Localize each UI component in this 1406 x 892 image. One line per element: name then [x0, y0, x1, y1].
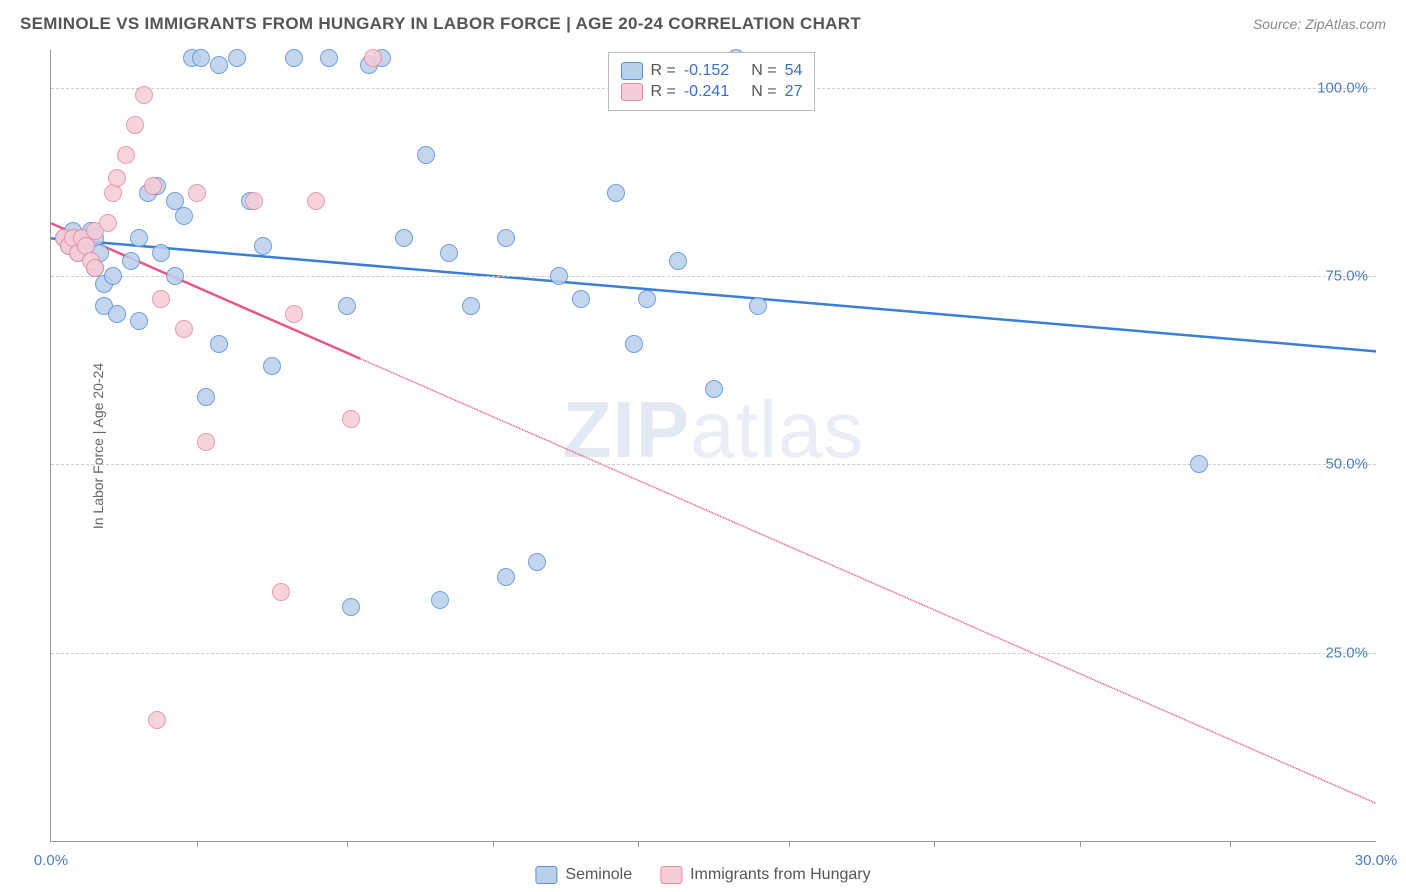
legend-swatch — [660, 866, 682, 884]
data-point — [126, 116, 144, 134]
y-tick-label: 50.0% — [1325, 456, 1368, 473]
data-point — [86, 259, 104, 277]
data-point — [130, 312, 148, 330]
data-point — [228, 49, 246, 67]
legend-label: Immigrants from Hungary — [690, 866, 871, 884]
data-point — [625, 335, 643, 353]
data-point — [462, 297, 480, 315]
legend-stats-row: R = -0.241 N = 27 — [621, 83, 803, 101]
x-tick-mark — [1230, 841, 1231, 847]
legend-swatch — [621, 83, 643, 101]
data-point — [175, 207, 193, 225]
data-point — [320, 49, 338, 67]
x-tick-mark — [789, 841, 790, 847]
legend-r-value: -0.241 — [684, 83, 729, 101]
gridline — [51, 276, 1376, 277]
source-attribution: Source: ZipAtlas.com — [1253, 16, 1386, 32]
data-point — [1190, 455, 1208, 473]
data-point — [263, 357, 281, 375]
data-point — [108, 305, 126, 323]
gridline — [51, 464, 1376, 465]
legend-n-label: N = — [751, 62, 776, 80]
data-point — [342, 410, 360, 428]
data-point — [342, 598, 360, 616]
data-point — [607, 184, 625, 202]
data-point — [338, 297, 356, 315]
legend-r-label: R = — [651, 83, 676, 101]
data-point — [395, 229, 413, 247]
data-point — [122, 252, 140, 270]
data-point — [99, 214, 117, 232]
data-point — [210, 56, 228, 74]
data-point — [364, 49, 382, 67]
data-point — [705, 380, 723, 398]
trend-lines-layer — [51, 50, 1376, 841]
x-tick-mark — [934, 841, 935, 847]
x-tick-mark — [1080, 841, 1081, 847]
data-point — [117, 146, 135, 164]
legend-n-label: N = — [751, 83, 776, 101]
x-tick-mark — [638, 841, 639, 847]
data-point — [528, 553, 546, 571]
legend-r-label: R = — [651, 62, 676, 80]
x-tick-label: 30.0% — [1355, 852, 1398, 869]
legend-stats: R = -0.152 N = 54 R = -0.241 N = 27 — [608, 52, 816, 111]
data-point — [175, 320, 193, 338]
data-point — [497, 229, 515, 247]
legend-item: Immigrants from Hungary — [660, 866, 871, 884]
y-tick-label: 100.0% — [1317, 79, 1368, 96]
data-point — [497, 568, 515, 586]
data-point — [197, 433, 215, 451]
x-tick-mark — [197, 841, 198, 847]
data-point — [108, 169, 126, 187]
data-point — [669, 252, 687, 270]
x-tick-label: 0.0% — [34, 852, 68, 869]
data-point — [285, 305, 303, 323]
x-tick-mark — [347, 841, 348, 847]
data-point — [272, 583, 290, 601]
data-point — [104, 267, 122, 285]
x-tick-mark — [493, 841, 494, 847]
legend-bottom: Seminole Immigrants from Hungary — [535, 866, 870, 884]
data-point — [254, 237, 272, 255]
y-tick-label: 25.0% — [1325, 644, 1368, 661]
chart-title: SEMINOLE VS IMMIGRANTS FROM HUNGARY IN L… — [20, 14, 861, 34]
legend-stats-row: R = -0.152 N = 54 — [621, 62, 803, 80]
gridline — [51, 653, 1376, 654]
legend-n-value: 54 — [785, 62, 803, 80]
data-point — [144, 177, 162, 195]
data-point — [417, 146, 435, 164]
legend-swatch — [621, 62, 643, 80]
data-point — [431, 591, 449, 609]
data-point — [749, 297, 767, 315]
data-point — [197, 388, 215, 406]
data-point — [550, 267, 568, 285]
data-point — [285, 49, 303, 67]
data-point — [166, 267, 184, 285]
data-point — [192, 49, 210, 67]
legend-label: Seminole — [565, 866, 632, 884]
data-point — [152, 244, 170, 262]
data-point — [307, 192, 325, 210]
data-point — [638, 290, 656, 308]
data-point — [135, 86, 153, 104]
scatter-chart: ZIPatlas 25.0%50.0%75.0%100.0%0.0%30.0%R… — [50, 50, 1376, 842]
legend-r-value: -0.152 — [684, 62, 729, 80]
legend-swatch — [535, 866, 557, 884]
data-point — [188, 184, 206, 202]
data-point — [572, 290, 590, 308]
y-tick-label: 75.0% — [1325, 268, 1368, 285]
data-point — [245, 192, 263, 210]
data-point — [130, 229, 148, 247]
data-point — [148, 711, 166, 729]
legend-item: Seminole — [535, 866, 632, 884]
data-point — [440, 244, 458, 262]
legend-n-value: 27 — [785, 83, 803, 101]
data-point — [210, 335, 228, 353]
data-point — [152, 290, 170, 308]
